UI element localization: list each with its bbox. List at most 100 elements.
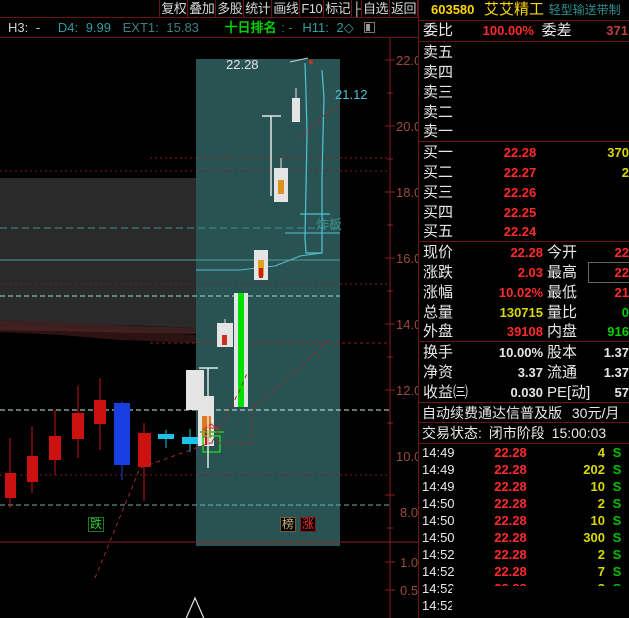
tick-volume: 300 bbox=[583, 529, 605, 545]
detail-row-net-asset: 净资 3.37 流通 1.37 bbox=[419, 362, 629, 382]
detail-value-net-asset: 3.37 bbox=[517, 364, 543, 380]
detail-value-shares: 1.37 bbox=[603, 344, 629, 360]
tick-price: 22.28 bbox=[494, 512, 527, 528]
tag-zhang[interactable]: 涨 bbox=[300, 517, 317, 532]
tick-volume: 2 bbox=[597, 546, 605, 562]
indicator-rank-label: 十日排名 bbox=[224, 20, 277, 35]
sell-order-book: 卖五 卖四 卖三 卖二 卖一 bbox=[419, 42, 629, 142]
tick-row: 14:50 22.28 300 S bbox=[419, 529, 629, 546]
tick-volume: 202 bbox=[583, 461, 605, 477]
order-book-row-sell-3[interactable]: 卖三 bbox=[419, 82, 629, 102]
market-status-label: 交易状态: bbox=[422, 425, 482, 441]
toolbar-button-9[interactable]: 返回 bbox=[388, 0, 418, 17]
toolbar-button-7[interactable]: ├ bbox=[351, 0, 361, 17]
tag-bang[interactable]: 榜 bbox=[280, 517, 297, 532]
order-book-row-buy-4[interactable]: 买四 22.25 bbox=[419, 202, 629, 222]
quote-details-primary: 现价 22.28 今开 22 涨跌 2.03 最高 22 涨幅 10.02% 最… bbox=[419, 242, 629, 342]
toolbar-button-8[interactable]: 自选 bbox=[360, 0, 388, 17]
order-label: 卖一 bbox=[423, 123, 454, 140]
detail-label-shares: 股本 bbox=[547, 343, 578, 361]
order-label: 卖二 bbox=[423, 103, 454, 121]
tick-side: S bbox=[612, 495, 622, 511]
order-price: 22.24 bbox=[503, 224, 537, 239]
tick-side: S bbox=[612, 563, 622, 579]
detail-value-float-shares: 1.37 bbox=[603, 364, 629, 380]
order-book-row-buy-1[interactable]: 买一 22.28 370 bbox=[419, 142, 629, 162]
market-status-time: 15:00:03 bbox=[551, 425, 607, 441]
tick-time: 14:49 bbox=[422, 461, 455, 477]
tick-side: S bbox=[612, 444, 622, 460]
zhaban-label: 炸板 bbox=[316, 217, 343, 232]
order-book-row-sell-4[interactable]: 卖四 bbox=[419, 62, 629, 82]
tick-price: 22.28 bbox=[494, 461, 527, 477]
indicator-h3-label: H3: bbox=[8, 20, 29, 35]
detail-label-total-volume: 总量 bbox=[423, 303, 454, 321]
stock-name: 艾艾精工 bbox=[484, 1, 545, 18]
subscription-text: 自动续费通达信普及版 bbox=[422, 405, 562, 421]
indicator-d4-label: D4: bbox=[57, 20, 79, 35]
toolbar-button-5[interactable]: F10 bbox=[299, 0, 323, 17]
order-label: 买二 bbox=[423, 163, 454, 181]
tick-price: 22.28 bbox=[494, 444, 527, 460]
order-label: 卖三 bbox=[423, 83, 454, 101]
detail-label-change-pct: 涨幅 bbox=[423, 283, 454, 301]
detail-label-outer: 外盘 bbox=[423, 323, 454, 340]
weicha-label: 委差 bbox=[541, 22, 572, 39]
price-chart[interactable]: 22.00 20.00 18.00 16.00 14.00 12.00 10.0… bbox=[0, 38, 429, 618]
tick-volume: 10 bbox=[590, 478, 605, 494]
tick-row: 14:52 22.28 2 S bbox=[419, 546, 629, 563]
market-status-bar: 交易状态: 闭市阶段 15:00:03 bbox=[419, 423, 629, 444]
toolbar-button-4[interactable]: 画线 bbox=[271, 0, 299, 17]
detail-label-pe: PE[动] bbox=[547, 383, 591, 401]
order-book-row-sell-1[interactable]: 卖一 bbox=[419, 122, 629, 142]
detail-row-change: 涨跌 2.03 最高 22 bbox=[419, 261, 629, 283]
detail-label-volume-ratio: 量比 bbox=[547, 303, 578, 321]
indicator-ext1-value: 15.83 bbox=[166, 20, 199, 35]
order-book-row-buy-2[interactable]: 买二 22.27 2 bbox=[419, 162, 629, 182]
order-book-row-buy-3[interactable]: 买三 22.26 bbox=[419, 182, 629, 202]
order-book-row-buy-5[interactable]: 买五 22.24 bbox=[419, 222, 629, 242]
order-book-row-sell-5[interactable]: 卖五 bbox=[419, 42, 629, 62]
marker-price-label: 21.12 bbox=[335, 87, 368, 102]
toolbar-button-1[interactable]: 叠加 bbox=[187, 0, 215, 17]
tick-time: 14:50 bbox=[422, 495, 455, 511]
tick-side: S bbox=[612, 529, 622, 545]
toolbar-button-6[interactable]: 标记 bbox=[323, 0, 351, 17]
detail-label-turnover: 换手 bbox=[423, 343, 454, 361]
chart-canvas bbox=[0, 38, 418, 618]
tick-row: 14:52 22.28 7 S bbox=[419, 563, 629, 580]
order-book-row-sell-2[interactable]: 卖二 bbox=[419, 102, 629, 122]
tag-die[interactable]: 跌 bbox=[88, 517, 105, 532]
detail-label-float-shares: 流通 bbox=[547, 363, 578, 381]
tick-time: 14:49 bbox=[422, 478, 455, 494]
tick-price: 22.28 bbox=[494, 546, 527, 562]
subscription-price: 30元/月 bbox=[571, 405, 620, 421]
tick-time: 14:52 bbox=[422, 563, 455, 579]
weibi-label: 委比 bbox=[423, 22, 454, 39]
detail-value-change-pct: 10.02% bbox=[498, 284, 543, 300]
detail-value-current-price: 22.28 bbox=[510, 244, 543, 260]
quote-panel: 603580 艾艾精工 轻型输送带制 委比 100.00% 委差 371 卖五 … bbox=[418, 0, 629, 618]
toolbar-button-2[interactable]: 多股 bbox=[215, 0, 243, 17]
toolbar-button-3[interactable]: 统计 bbox=[243, 0, 271, 17]
order-label: 买五 bbox=[423, 223, 454, 240]
detail-label-change: 涨跌 bbox=[423, 263, 454, 281]
indicator-ext1-label: EXT1: bbox=[122, 20, 159, 35]
tick-row: 14:50 22.28 2 S bbox=[419, 495, 629, 512]
buy-order-book: 买一 22.28 370 买二 22.27 2 买三 22.26 买四 22.2… bbox=[419, 142, 629, 242]
panel-toggle-icon[interactable] bbox=[364, 22, 376, 33]
toolbar-button-0[interactable]: 复权 bbox=[159, 0, 187, 17]
indicator-h3-value: - bbox=[35, 20, 41, 35]
detail-row-price: 现价 22.28 今开 22 bbox=[419, 242, 629, 262]
stock-header: 603580 艾艾精工 轻型输送带制 bbox=[419, 0, 629, 21]
tick-row: 14:49 22.28 202 S bbox=[419, 461, 629, 478]
detail-value-open: 22 bbox=[614, 244, 629, 260]
order-ratio-row: 委比 100.00% 委差 371 bbox=[419, 21, 629, 42]
order-label: 卖四 bbox=[423, 63, 454, 81]
subscription-banner[interactable]: 自动续费通达信普及版 30元/月 bbox=[419, 402, 629, 423]
order-price: 22.25 bbox=[503, 204, 537, 220]
detail-row-outer-inner: 外盘 39108 内盘 916 bbox=[419, 322, 629, 342]
market-status-value: 闭市阶段 bbox=[488, 425, 545, 441]
detail-label-current-price: 现价 bbox=[423, 243, 454, 261]
